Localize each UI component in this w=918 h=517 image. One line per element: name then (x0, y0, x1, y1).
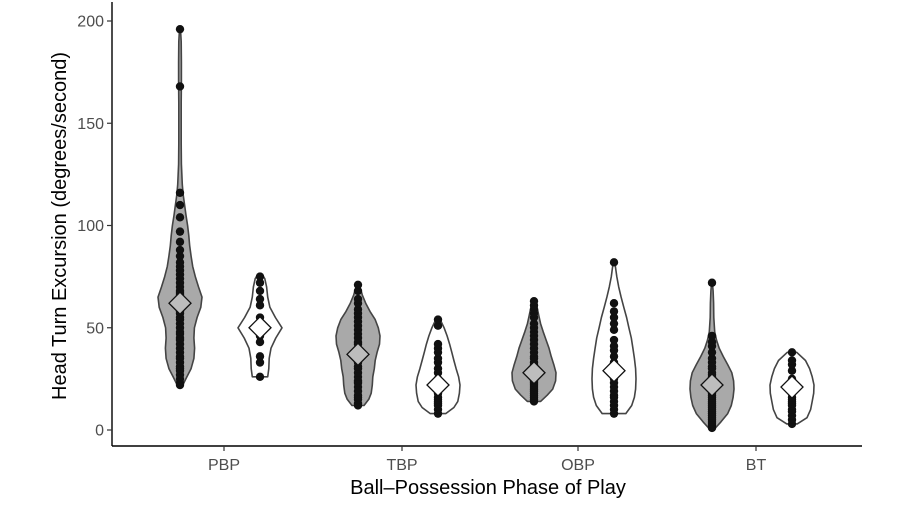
data-point (255, 337, 265, 347)
data-point (609, 307, 619, 316)
mean-diamond (602, 358, 626, 383)
data-point (255, 278, 265, 287)
violin-group-tbp-white (415, 315, 461, 418)
data-point (175, 82, 185, 91)
y-tick-label: 50 (86, 320, 104, 337)
data-point (787, 366, 797, 375)
violin-group-bt-grey (689, 278, 735, 433)
data-point (353, 305, 363, 314)
mean-diamond (346, 342, 370, 367)
y-axis: 0 50 100 150 200 (77, 2, 113, 446)
x-tick-label: BT (746, 457, 767, 474)
x-tick-label: PBP (208, 457, 240, 474)
data-point (609, 313, 619, 322)
mean-diamond (248, 315, 272, 340)
data-point (707, 331, 717, 341)
data-point (433, 364, 443, 373)
data-point (609, 335, 619, 345)
data-point (787, 356, 797, 365)
data-point (609, 299, 619, 308)
y-tick-label: 200 (77, 14, 104, 31)
y-tick-label: 0 (95, 423, 104, 440)
violin-group-tbp-grey (335, 280, 381, 410)
data-point (175, 251, 185, 261)
mean-diamond (780, 375, 804, 399)
data-point (255, 372, 265, 382)
data-point (175, 213, 185, 222)
data-point (175, 24, 185, 34)
data-point (255, 272, 265, 281)
data-point (175, 200, 185, 210)
plot-area (157, 24, 815, 433)
data-point (353, 286, 363, 296)
data-point (255, 301, 265, 310)
x-tick-label: OBP (561, 457, 595, 474)
data-point (175, 258, 185, 267)
violin-group-bt-white (769, 348, 815, 429)
data-point (609, 319, 619, 328)
violin-group-obp-grey (511, 296, 557, 406)
data-point (175, 245, 185, 255)
y-axis-title: Head Turn Excursion (degrees/second) (49, 52, 71, 400)
violin-group-pbp-grey (157, 24, 203, 390)
data-point (175, 237, 185, 247)
data-point (175, 227, 185, 236)
mean-diamond (168, 291, 192, 316)
data-point (707, 337, 717, 347)
data-point (609, 258, 619, 267)
data-point (353, 294, 363, 304)
data-point (175, 188, 185, 197)
data-point (255, 294, 265, 304)
data-point (255, 352, 265, 361)
mean-diamond (426, 373, 450, 397)
x-axis: PBP TBP OBP BT (112, 445, 862, 474)
data-point (529, 319, 539, 328)
data-point (433, 354, 443, 363)
data-point (433, 315, 443, 324)
data-point (255, 358, 265, 367)
violin-group-pbp-white (237, 272, 283, 382)
data-point (255, 286, 265, 296)
data-point (707, 354, 717, 363)
y-tick-label: 100 (77, 218, 104, 235)
data-point (609, 352, 619, 361)
data-point (353, 280, 363, 290)
x-tick-label: TBP (386, 457, 417, 474)
data-point (609, 325, 619, 334)
data-point (529, 296, 539, 306)
data-point (707, 278, 717, 287)
mean-diamond (522, 360, 546, 385)
data-point (787, 348, 797, 357)
x-axis-title: Ball–Possession Phase of Play (350, 477, 626, 499)
y-tick-label: 150 (77, 116, 104, 133)
data-point (433, 321, 443, 330)
data-point (609, 341, 619, 351)
violin-group-obp-white (591, 258, 637, 418)
data-point (433, 339, 443, 349)
mean-diamond (700, 373, 724, 397)
data-point (707, 348, 717, 357)
